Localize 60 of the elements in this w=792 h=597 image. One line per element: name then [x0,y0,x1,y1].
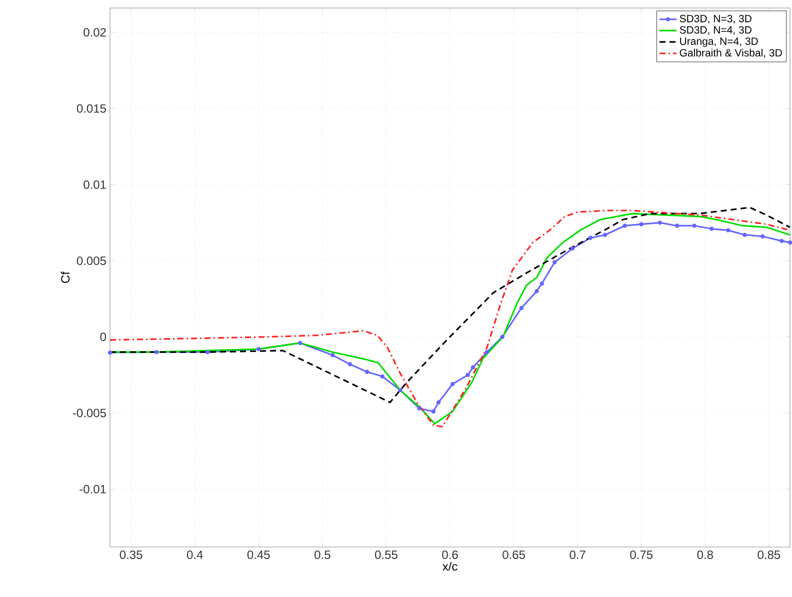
point [500,334,504,339]
y-tick-label: -0.005 [72,408,106,418]
point [675,224,680,228]
point [330,353,335,358]
point [398,388,402,392]
x-tick-label: 0.5 [314,550,330,560]
x-tick-label: 0.45 [247,550,270,560]
point [726,228,730,232]
legend-label: Uranga, N=4, 3D [680,38,758,48]
x-tick-label: 0.35 [120,550,142,560]
point [348,362,352,366]
x-tick-label: 0.55 [375,550,398,560]
point [256,346,261,352]
y-tick-label: 0.01 [84,180,106,189]
point [570,246,575,251]
point [788,240,792,245]
x-tick-label: 0.75 [630,550,653,560]
x-tick-label: 0.65 [502,550,525,560]
point [742,232,747,237]
point [709,226,714,231]
point [552,260,557,264]
point [206,350,210,354]
point [622,224,627,228]
y-tick-label: -0.01 [80,484,106,494]
y-tick-label: 0.02 [84,28,106,37]
point [540,281,544,286]
y-tick-label: 0.005 [76,256,106,265]
x-tick-label: 0.6 [442,550,458,560]
point [658,220,662,225]
x-tick-label: 0.85 [758,550,780,560]
point [760,234,765,238]
x-tick-label: 0.8 [697,550,713,560]
y-tick-label: 0.015 [76,104,106,113]
point [298,340,302,346]
y-axis-title: Cf [60,271,70,283]
legend-label: SD3D, N=3, 3D [680,14,752,24]
point [602,232,608,237]
y-tick-label: 0 [100,332,106,342]
point [380,374,384,379]
point [431,409,436,414]
point [639,222,644,226]
point [588,236,592,240]
point [484,350,490,354]
x-axis-title: x/c [442,562,458,571]
point [154,350,159,354]
point [364,370,370,374]
point [519,306,524,310]
point [436,400,441,404]
x-tick-label: 0.4 [186,550,203,560]
legend-label: SD3D, N=4, 3D [680,26,752,35]
point [108,350,112,355]
point [450,382,455,386]
point [417,406,422,411]
point [466,372,470,378]
point [534,289,539,294]
legend-label: Galbraith & Visbal, 3D [680,48,782,58]
point [780,238,784,244]
point [470,365,476,370]
point [692,224,696,228]
x-tick-label: 0.7 [570,550,586,560]
